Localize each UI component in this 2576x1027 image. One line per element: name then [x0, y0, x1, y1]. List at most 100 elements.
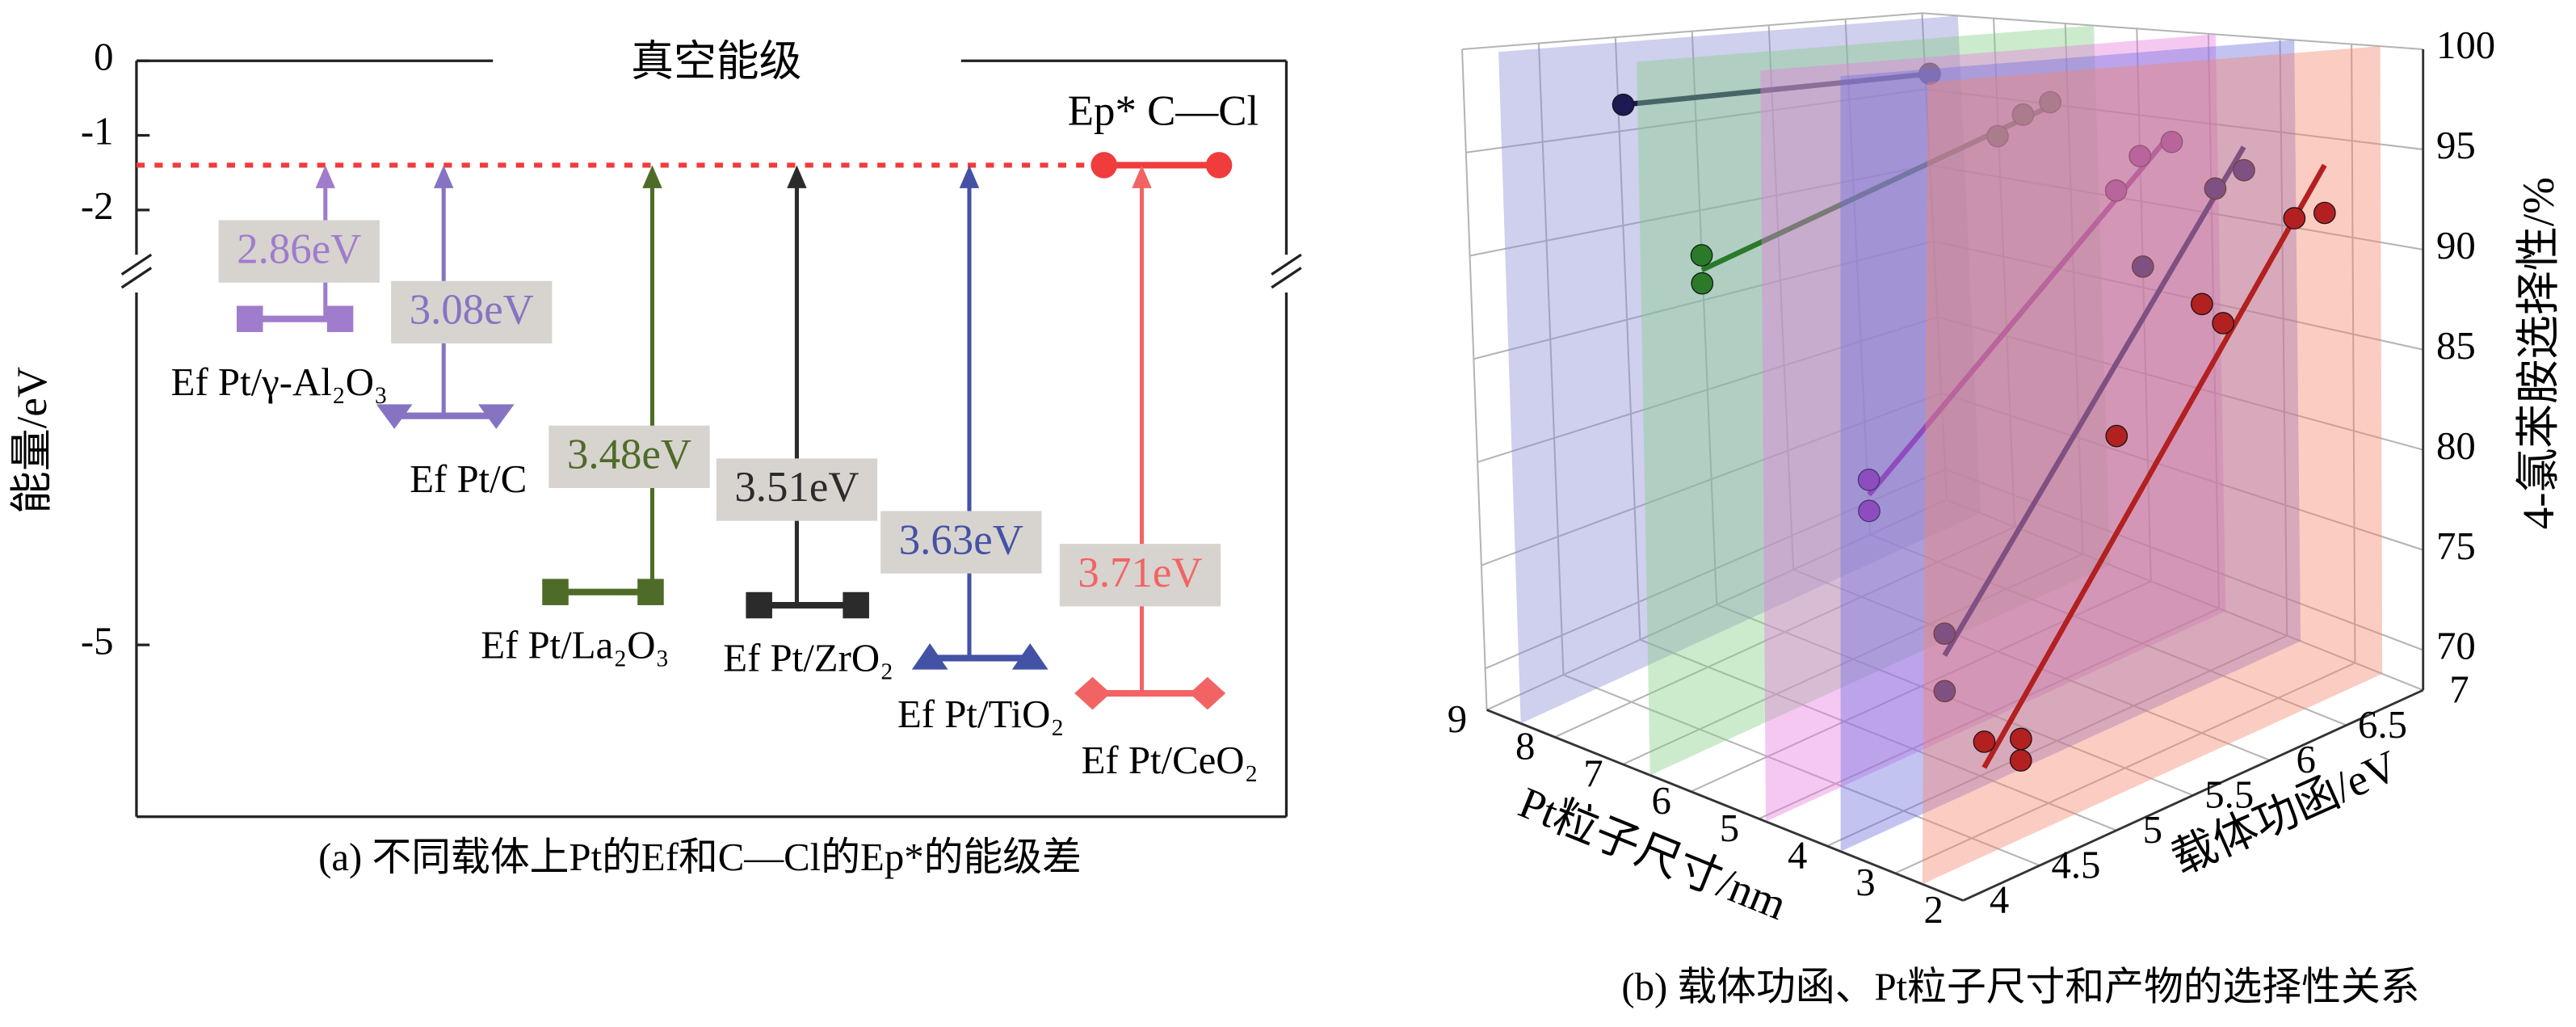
value-label: 3.71eV [1078, 549, 1202, 596]
axis-break [120, 253, 153, 276]
grid-line [2351, 44, 2356, 663]
y-tick-label: 0 [94, 35, 113, 78]
z-tick-label: 80 [2436, 424, 2476, 468]
point [2313, 201, 2336, 225]
ep-marker [1205, 152, 1233, 179]
value-label-box [716, 458, 878, 521]
y-tick-label: 5 [2143, 808, 2162, 852]
point [2011, 103, 2035, 126]
arrow-head [959, 165, 980, 188]
value-label-box [1059, 544, 1221, 607]
grid-line [1465, 88, 1927, 154]
value-label: 3.08eV [410, 287, 534, 334]
y-axis-title: 能量/eV [9, 367, 56, 514]
value-label-box [548, 425, 710, 488]
grid-line [1922, 12, 2423, 51]
z-tick-label: 90 [2436, 224, 2476, 267]
ep-label: Ep* C—Cl [1068, 87, 1259, 134]
value-label-box [880, 511, 1042, 574]
level-marker [376, 404, 413, 429]
fit-line [1942, 145, 2246, 657]
grid-line [1792, 569, 2271, 761]
y-tick-label: 4 [1990, 878, 2009, 922]
x-tick-label: 3 [1855, 861, 1875, 904]
value-label: 3.48eV [567, 431, 691, 478]
point [2104, 179, 2128, 202]
panel-a: 真空能级 能量/eV (a) 不同载体上Pt的Ef和C—Cl的Ep*的能级差 0… [9, 35, 1302, 879]
y-tick-label: 6 [2296, 738, 2315, 781]
z-tick-label: 70 [2436, 625, 2476, 668]
arrow-head [787, 165, 807, 188]
grid-line [1844, 19, 1872, 535]
value-label-box [391, 280, 553, 344]
grid-line [1921, 13, 1948, 500]
axis-line [1962, 688, 2424, 902]
point [2212, 312, 2234, 335]
point [1857, 469, 1881, 491]
z-tick-label: 95 [2436, 124, 2476, 167]
point [1986, 124, 2009, 148]
level-label: Ef Pt/γ-Al₂O₃ [171, 360, 388, 404]
grid-line [1716, 604, 2194, 797]
level-marker [1074, 676, 1111, 710]
plane [1498, 15, 1981, 724]
y-tick-label: -2 [81, 184, 114, 228]
y-axis-title: 载体功函/eV [2165, 741, 2406, 884]
point [2128, 145, 2152, 167]
y-tick-label: -5 [81, 619, 114, 663]
point [2105, 424, 2128, 448]
point [1690, 244, 1713, 267]
y-tick-label: 6.5 [2358, 703, 2407, 747]
axis-break [120, 267, 153, 289]
grid-line [1767, 25, 1795, 570]
x-tick-label: 9 [1448, 697, 1467, 741]
point [1933, 680, 1956, 703]
grid-line [1461, 48, 1488, 710]
grid-line [1869, 533, 2347, 726]
point [2160, 130, 2183, 154]
y-tick-label: 7 [2449, 667, 2469, 711]
grid-line [1469, 164, 1931, 257]
x-tick-label: 6 [1652, 779, 1671, 823]
point [1691, 271, 1714, 295]
grid-line [2279, 39, 2288, 636]
grid-line [1944, 468, 2424, 651]
point [2283, 207, 2306, 229]
axis-line [1486, 709, 1964, 902]
level-marker [843, 591, 869, 619]
arrow-head [1132, 165, 1152, 188]
axis-break [1271, 253, 1302, 276]
point [1933, 622, 1956, 645]
fit-line [1623, 71, 1931, 107]
x-tick-label: 7 [1583, 751, 1603, 795]
point [2009, 749, 2032, 772]
grid-line [1639, 638, 2117, 831]
axis-break [1271, 267, 1302, 289]
value-label: 3.51eV [734, 464, 859, 511]
point [2233, 158, 2255, 182]
z-tick-label: 100 [2436, 23, 2495, 67]
grid-line [1481, 392, 1942, 566]
grid-line [1563, 674, 2040, 866]
grid-line [1993, 18, 2016, 527]
grid-line [1473, 240, 1935, 360]
grid-line [1933, 240, 2423, 351]
level-marker [1189, 676, 1226, 710]
grid-line [2064, 23, 2084, 554]
y-tick-label: 5.5 [2204, 773, 2254, 817]
grid-line [1946, 499, 2424, 692]
caption: (b) 载体功函、Pt粒子尺寸和产物的选择性关系 [1621, 965, 2419, 1008]
caption: (a) 不同载体上Pt的Ef和C—Cl的Ep*的能级差 [318, 835, 1082, 879]
panel-b: (b) 载体功函、Pt粒子尺寸和产物的选择性关系 9 8 7 6 5 4 3 2 4 4.5 5 5.… [1448, 12, 2563, 1008]
level-label: Ef Pt/TiO₂ [897, 692, 1064, 736]
point [2039, 90, 2061, 114]
arrow-head [315, 165, 336, 188]
z-tick-label: 75 [2436, 524, 2476, 568]
grid-line [1537, 43, 1565, 676]
fit-line [1981, 163, 2327, 769]
level-marker [1011, 643, 1048, 670]
grid-line [1929, 164, 2423, 250]
vacuum-label: 真空能级 [631, 38, 801, 85]
